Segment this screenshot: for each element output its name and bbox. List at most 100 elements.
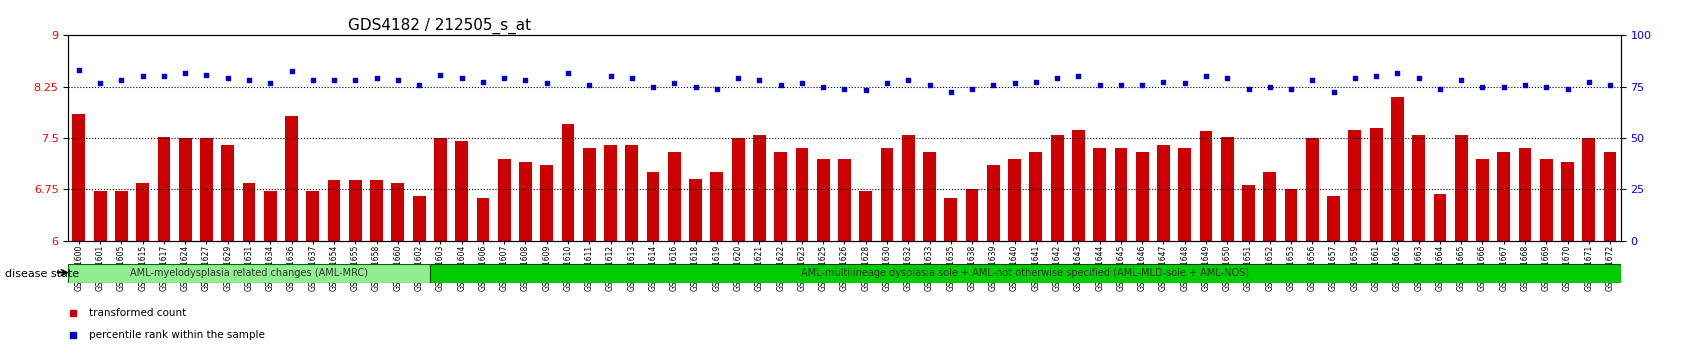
Point	[851, 87, 878, 93]
Bar	[731, 138, 743, 241]
FancyBboxPatch shape	[430, 264, 1620, 283]
Point	[788, 80, 815, 86]
Bar	[476, 198, 489, 241]
Point	[1488, 84, 1516, 90]
Bar	[518, 162, 532, 241]
Point	[235, 77, 263, 83]
Point	[1192, 74, 1219, 79]
Point	[873, 80, 900, 86]
Bar	[1369, 128, 1381, 241]
Point	[1553, 86, 1581, 92]
Point	[916, 82, 943, 87]
Point	[107, 77, 135, 83]
Point	[575, 82, 602, 87]
Text: transformed count: transformed count	[89, 308, 186, 318]
Bar	[902, 135, 914, 241]
Point	[1277, 86, 1304, 92]
Point	[532, 80, 559, 86]
Point	[958, 86, 985, 92]
Bar	[817, 159, 829, 241]
Bar	[987, 165, 999, 241]
Point	[979, 82, 1006, 87]
Bar	[370, 181, 382, 241]
Point	[639, 84, 667, 90]
Point	[1212, 75, 1240, 81]
Bar	[1050, 135, 1062, 241]
Point	[1170, 80, 1197, 86]
Bar	[1199, 131, 1212, 241]
Point	[256, 80, 283, 86]
Point	[448, 75, 476, 81]
Bar	[859, 192, 871, 241]
Bar	[945, 198, 957, 241]
Bar	[136, 183, 148, 241]
Bar	[1432, 194, 1446, 241]
Point	[1511, 82, 1538, 87]
Bar	[327, 181, 341, 241]
Bar	[604, 145, 617, 241]
Bar	[94, 192, 106, 241]
Point	[1086, 82, 1113, 87]
Bar	[1306, 138, 1318, 241]
Point	[1425, 86, 1453, 92]
Point	[1001, 80, 1028, 86]
Text: AML-myelodysplasia related changes (AML-MRC): AML-myelodysplasia related changes (AML-…	[130, 268, 368, 279]
Point	[1574, 79, 1601, 85]
Point	[745, 77, 772, 83]
Point	[1405, 75, 1432, 81]
Point	[363, 75, 390, 81]
Point	[1340, 75, 1367, 81]
Bar	[1178, 148, 1190, 241]
Bar	[1540, 159, 1552, 241]
Point	[1255, 84, 1282, 90]
Point	[1531, 84, 1558, 90]
Bar	[72, 114, 85, 241]
Bar	[1156, 145, 1170, 241]
Bar	[1475, 159, 1488, 241]
Point	[767, 82, 795, 87]
Point	[172, 70, 199, 76]
Point	[1149, 79, 1176, 85]
Bar	[1221, 137, 1233, 241]
Point	[617, 75, 644, 81]
Bar	[157, 137, 170, 241]
Bar	[1517, 148, 1531, 241]
Point	[893, 77, 921, 83]
Bar	[1347, 130, 1361, 241]
Bar	[1497, 152, 1509, 241]
Bar	[1454, 135, 1466, 241]
Bar	[455, 142, 467, 241]
Bar	[390, 183, 404, 241]
Bar	[498, 159, 510, 241]
Point	[1107, 82, 1134, 87]
Bar	[1028, 152, 1042, 241]
Bar	[922, 152, 936, 241]
Text: GDS4182 / 212505_s_at: GDS4182 / 212505_s_at	[348, 18, 530, 34]
Bar	[668, 152, 680, 241]
Point	[1298, 77, 1325, 83]
Bar	[222, 145, 234, 241]
Point	[213, 75, 240, 81]
Point	[936, 89, 963, 95]
Point	[1383, 70, 1410, 76]
Bar	[242, 183, 256, 241]
Point	[406, 82, 433, 87]
Point	[65, 67, 92, 73]
FancyBboxPatch shape	[68, 264, 430, 283]
Bar	[1284, 189, 1298, 241]
Point	[1043, 75, 1071, 81]
Bar	[774, 152, 786, 241]
Bar	[626, 145, 638, 241]
Bar	[1412, 135, 1424, 241]
Bar	[1263, 172, 1275, 241]
Bar	[689, 179, 701, 241]
Point	[1021, 79, 1049, 85]
Bar	[199, 138, 213, 241]
Point	[702, 86, 730, 92]
Point	[1362, 74, 1390, 79]
Point	[426, 72, 454, 78]
Bar	[350, 181, 361, 241]
Bar	[965, 189, 979, 241]
Point	[193, 72, 220, 78]
Bar	[1582, 138, 1594, 241]
